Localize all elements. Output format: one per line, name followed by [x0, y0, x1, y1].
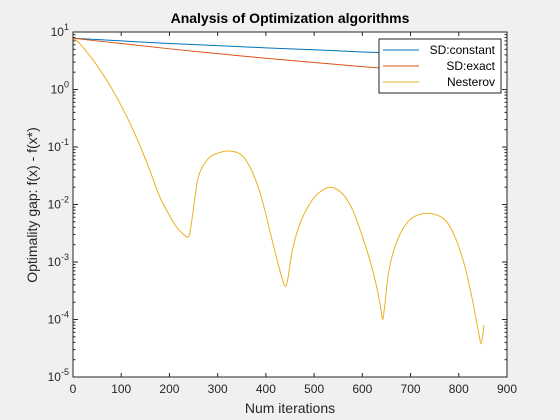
y-tick-label: 100 [51, 80, 69, 97]
x-tick-label: 600 [352, 382, 372, 396]
x-axis-label: Num iterations [245, 400, 335, 416]
x-tick-label: 800 [449, 382, 469, 396]
x-axis-ticks: 0 100 200 300 400 500 600 700 800 900 [70, 32, 517, 396]
x-tick-label: 400 [256, 382, 276, 396]
y-tick-label: 101 [51, 22, 69, 39]
y-tick-label: 10-2 [48, 195, 69, 212]
x-tick-label: 300 [208, 382, 228, 396]
y-tick-label: 10-1 [48, 137, 69, 154]
x-tick-label: 500 [304, 382, 324, 396]
y-tick-label: 10-3 [48, 252, 69, 269]
x-tick-label: 200 [159, 382, 179, 396]
x-tick-label: 0 [70, 382, 77, 396]
x-tick-label: 900 [497, 382, 517, 396]
x-tick-label: 100 [111, 382, 131, 396]
chart-title: Analysis of Optimization algorithms [171, 10, 410, 26]
legend-entry-label: Nesterov [447, 75, 495, 89]
legend-entry-label: SD:exact [446, 59, 495, 73]
y-tick-label: 10-4 [48, 310, 69, 327]
legend[interactable]: SD:constant SD:exact Nesterov [378, 38, 502, 94]
legend-entry-label: SD:constant [430, 43, 496, 57]
x-tick-label: 700 [401, 382, 421, 396]
y-axis-ticks: 101 100 10-1 10-2 10-3 10-4 10-5 [48, 22, 507, 384]
y-axis-label: Optimality gap: f(x) - f(x*) [24, 127, 40, 283]
y-tick-label: 10-5 [48, 367, 69, 384]
series-line-nesterov [72, 37, 485, 345]
